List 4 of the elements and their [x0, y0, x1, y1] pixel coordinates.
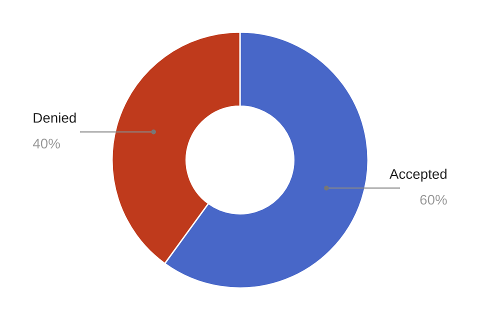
slice-label: Accepted	[389, 168, 446, 182]
data-label: 60%	[420, 194, 447, 205]
data-label: 40%	[32, 138, 60, 149]
slice-label: Denied	[34, 112, 76, 123]
